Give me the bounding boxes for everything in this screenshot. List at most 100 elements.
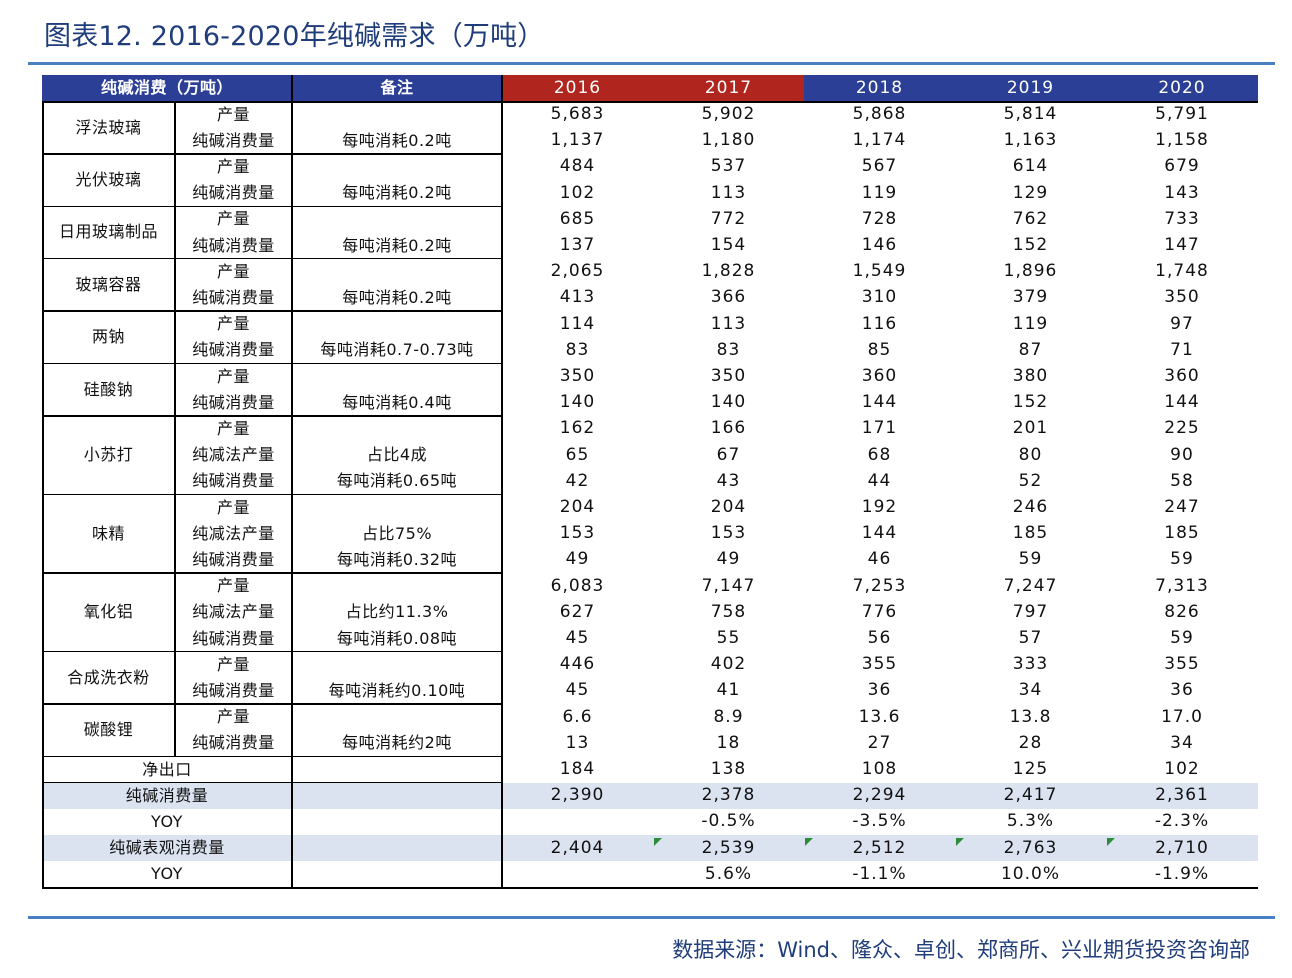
data-cell: 7,247	[1003, 575, 1058, 596]
data-cell: 1,137	[550, 130, 605, 151]
data-cell: 36	[867, 680, 892, 701]
data-cell: 114	[559, 313, 596, 334]
row-note: 每吨消耗约0.10吨	[328, 680, 466, 700]
data-cell: 1,549	[852, 261, 907, 282]
row-item-label: 纯碱消费量	[192, 392, 275, 412]
summary-data-cell: -1.1%	[852, 863, 907, 884]
data-cell: 58	[1170, 470, 1194, 491]
data-cell: 34	[1170, 732, 1194, 753]
data-cell: 71	[1170, 339, 1194, 360]
row-note: 占比约11.3%	[345, 602, 449, 622]
row-note	[292, 259, 502, 285]
data-cell: 7,253	[852, 575, 907, 596]
header-year: 2017	[704, 77, 753, 98]
table-rule	[42, 493, 502, 496]
table-rule	[174, 101, 176, 154]
summary-data-cell: 108	[861, 759, 898, 780]
row-note: 占比75%	[361, 523, 433, 543]
category-name: 两钠	[91, 327, 125, 347]
table-rule	[174, 311, 176, 364]
category-name: 浮法玻璃	[75, 117, 142, 137]
data-cell: 144	[861, 523, 898, 544]
table-rule	[42, 100, 1258, 103]
data-cell: 201	[1012, 418, 1049, 439]
row-note	[292, 416, 502, 442]
data-cell: 41	[716, 680, 741, 701]
data-cell: 36	[1170, 680, 1194, 701]
summary-data-cell: 184	[559, 759, 596, 780]
data-cell: 17.0	[1161, 706, 1203, 727]
data-cell: 246	[1012, 497, 1049, 518]
data-cell: 140	[710, 392, 747, 413]
row-item-label: 纯碱消费量	[192, 549, 275, 569]
data-cell: 797	[1012, 601, 1049, 622]
data-cell: 83	[716, 339, 741, 360]
row-item-label: 纯碱消费量	[192, 628, 275, 648]
data-cell: 762	[1012, 208, 1049, 229]
table-rule	[174, 704, 176, 757]
data-cell: 13	[565, 732, 590, 753]
header-year: 2018	[855, 77, 904, 98]
row-item-label: 产量	[216, 497, 250, 517]
data-cell: 154	[710, 235, 747, 256]
summary-note	[292, 835, 502, 861]
row-item-label: 产量	[216, 707, 250, 727]
data-cell: 27	[867, 732, 892, 753]
summary-label: 纯碱消费量	[125, 785, 209, 805]
data-cell: 185	[1164, 523, 1200, 544]
data-cell: 18	[716, 732, 741, 753]
category-name: 光伏玻璃	[75, 170, 142, 190]
table-rule	[174, 415, 176, 495]
table-rule	[174, 651, 176, 705]
row-item-label: 产量	[216, 156, 250, 176]
data-cell: 65	[565, 444, 590, 465]
data-cell: 152	[1012, 392, 1049, 413]
data-cell: 758	[710, 601, 747, 622]
row-item-label: 产量	[216, 261, 250, 281]
data-cell: 733	[1164, 208, 1200, 229]
data-cell: 333	[1012, 654, 1049, 675]
row-note	[292, 311, 502, 337]
data-cell: 140	[559, 392, 596, 413]
category-name: 硅酸钠	[83, 379, 134, 399]
data-cell: 42	[565, 470, 590, 491]
summary-data-cell: 5.6%	[704, 863, 753, 884]
data-cell: 379	[1012, 287, 1049, 308]
summary-data-cell: -1.9%	[1154, 863, 1210, 884]
data-source-note: 数据来源：Wind、隆众、卓创、郑商所、兴业期货投资咨询部	[672, 938, 1250, 962]
header-year: 2019	[1006, 77, 1055, 98]
category-name: 玻璃容器	[75, 274, 142, 294]
data-cell: 13.6	[858, 706, 901, 727]
row-note: 每吨消耗0.7-0.73吨	[320, 340, 474, 360]
data-cell: 146	[861, 235, 898, 256]
header-band-highlight	[502, 75, 804, 102]
data-cell: 1,896	[1003, 261, 1058, 282]
data-cell: 56	[867, 628, 892, 649]
data-cell: 1,180	[701, 130, 756, 151]
data-cell: 247	[1164, 497, 1200, 518]
data-cell: 6.6	[562, 706, 593, 727]
table-rule	[501, 75, 503, 888]
data-cell: 204	[559, 497, 596, 518]
data-cell: 1,174	[852, 130, 907, 151]
row-note	[292, 704, 502, 730]
comment-marker-icon	[805, 838, 813, 847]
summary-data-cell: 5.3%	[1006, 811, 1055, 832]
row-note: 每吨消耗0.4吨	[342, 392, 452, 412]
data-cell: 147	[1164, 235, 1200, 256]
table-rule	[42, 886, 1258, 889]
row-item-label: 纯碱消费量	[192, 287, 275, 307]
data-cell: 627	[559, 601, 596, 622]
summary-label: 净出口	[142, 759, 192, 779]
table-rule	[174, 153, 176, 207]
chart-title: 图表12. 2016-2020年纯碱需求（万吨）	[44, 21, 545, 52]
row-note: 每吨消耗0.2吨	[342, 130, 452, 150]
data-cell: 614	[1012, 156, 1049, 177]
data-cell: 360	[861, 366, 898, 387]
header-band	[804, 75, 1258, 102]
category-name: 日用玻璃制品	[58, 222, 158, 242]
summary-data-cell: 2,294	[852, 785, 907, 806]
summary-data-cell: 2,361	[1155, 785, 1209, 806]
data-cell: 310	[861, 287, 898, 308]
header-band	[42, 75, 502, 102]
